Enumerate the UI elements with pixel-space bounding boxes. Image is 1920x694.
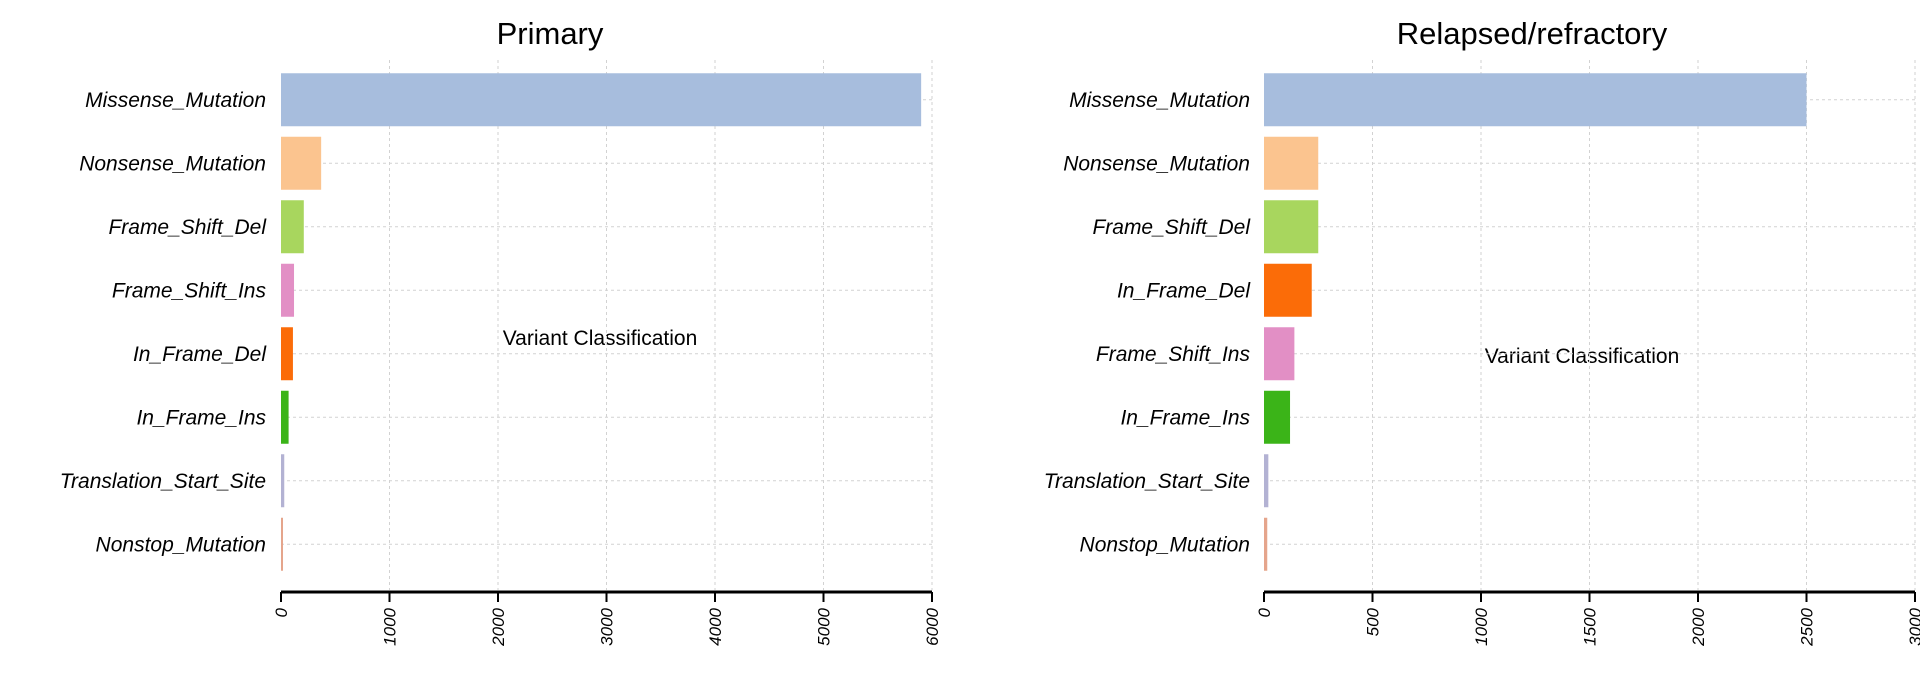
- x-tick-label: 1000: [1472, 607, 1491, 645]
- bar-nonsense-mutation: [281, 136, 322, 190]
- x-tick-label: 3000: [1906, 607, 1920, 645]
- bar-translation-start-site: [1264, 454, 1269, 508]
- chart-annotation: Variant Classification: [503, 327, 698, 350]
- x-tick-label: 2000: [489, 607, 508, 646]
- bar-nonstop-mutation: [1264, 517, 1268, 571]
- category-label: In_Frame_Ins: [136, 406, 266, 429]
- chart-title: Primary: [497, 16, 604, 51]
- x-tick-label: 2000: [1689, 607, 1708, 646]
- category-label: In_Frame_Ins: [1120, 406, 1250, 429]
- x-tick-label: 500: [1364, 607, 1383, 636]
- x-tick-label: 1000: [381, 607, 400, 645]
- chart-title: Relapsed/refractory: [1397, 16, 1668, 51]
- bar-in-frame-del: [1264, 263, 1312, 317]
- bar-translation-start-site: [281, 454, 285, 508]
- chart-panel-primary: Primary Variant Classification Missense_…: [60, 16, 942, 647]
- category-label: Frame_Shift_Del: [108, 216, 267, 239]
- x-tick-label: 1500: [1581, 607, 1600, 645]
- category-label: Translation_Start_Site: [1044, 470, 1250, 493]
- category-label: Frame_Shift_Ins: [1096, 343, 1251, 366]
- x-tick-label: 0: [272, 607, 291, 617]
- x-tick-label: 5000: [815, 607, 834, 645]
- category-label: Nonsense_Mutation: [79, 152, 266, 175]
- category-label: In_Frame_Del: [133, 343, 267, 366]
- chart-panel-relapsed-refractory: Relapsed/refractory Variant Classificati…: [1044, 16, 1920, 647]
- category-label: Nonstop_Mutation: [96, 533, 266, 556]
- category-label: Translation_Start_Site: [60, 470, 266, 493]
- bar-missense-mutation: [1264, 73, 1807, 127]
- bar-in-frame-ins: [281, 390, 289, 444]
- x-tick-label: 4000: [706, 607, 725, 645]
- bar-nonsense-mutation: [1264, 136, 1319, 190]
- category-label: Nonstop_Mutation: [1080, 533, 1250, 556]
- category-label: In_Frame_Del: [1117, 279, 1251, 302]
- chart-annotation: Variant Classification: [1485, 345, 1680, 368]
- bar-frame-shift-ins: [281, 263, 295, 317]
- category-label: Missense_Mutation: [1069, 89, 1250, 112]
- bar-frame-shift-del: [281, 200, 304, 254]
- bar-frame-shift-ins: [1264, 327, 1295, 381]
- category-label: Frame_Shift_Ins: [112, 279, 267, 302]
- x-tick-label: 2500: [1798, 607, 1817, 646]
- bar-in-frame-del: [281, 327, 293, 381]
- category-label: Nonsense_Mutation: [1063, 152, 1250, 175]
- category-label: Missense_Mutation: [85, 89, 266, 112]
- category-label: Frame_Shift_Del: [1092, 216, 1251, 239]
- bar-missense-mutation: [281, 73, 922, 127]
- x-tick-label: 0: [1255, 607, 1274, 617]
- bar-frame-shift-del: [1264, 200, 1319, 254]
- bar-in-frame-ins: [1264, 390, 1291, 444]
- x-tick-label: 6000: [923, 607, 942, 645]
- bar-nonstop-mutation: [281, 517, 283, 571]
- x-tick-label: 3000: [598, 607, 617, 645]
